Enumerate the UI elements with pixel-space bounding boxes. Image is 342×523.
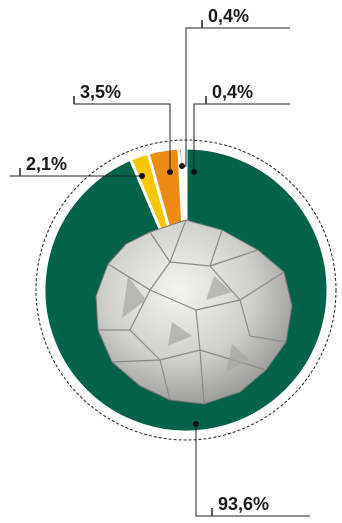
- leader-lines: [10, 27, 310, 517]
- slice-label-0-4-top: 0,4%: [208, 6, 249, 26]
- dot-2-1: [139, 173, 145, 179]
- crumpled-paper-ball: [95, 219, 293, 405]
- dot-93-6: [193, 421, 199, 427]
- leader-line-93-6: [195, 424, 310, 517]
- dot-3-5: [167, 169, 173, 175]
- slice-label-3-5: 3,5%: [80, 82, 121, 102]
- slice-label-2-1: 2,1%: [26, 154, 67, 174]
- slice-label-0-4-bottom: 0,4%: [212, 82, 253, 102]
- dot-0-4-bottom: [191, 169, 197, 175]
- dot-0-4-top: [179, 163, 185, 169]
- leader-line-3-5: [74, 103, 171, 172]
- leader-line-0-4-bottom: [193, 103, 290, 172]
- slice-label-93-6: 93,6%: [218, 494, 269, 514]
